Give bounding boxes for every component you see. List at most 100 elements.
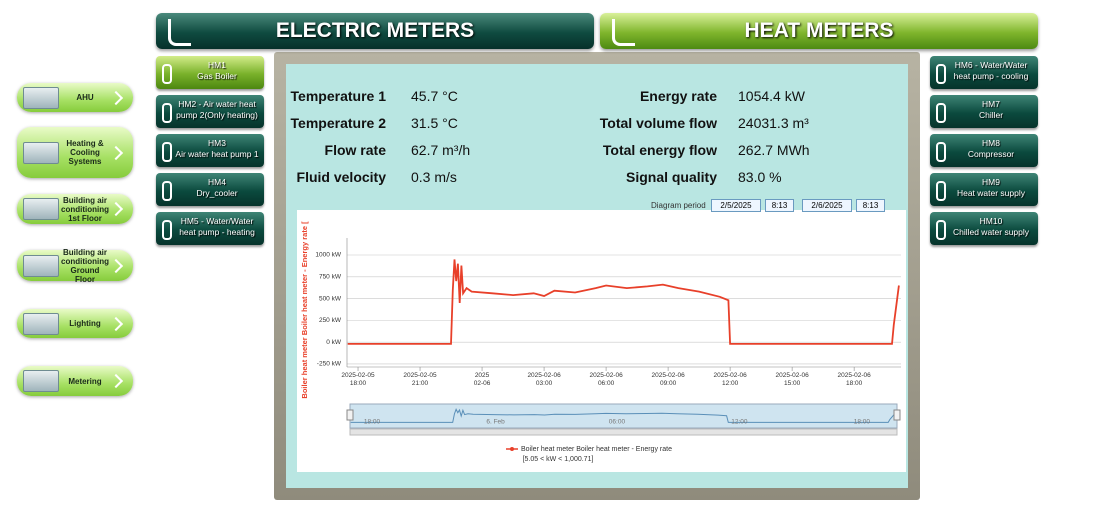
meter-icon: [936, 142, 946, 162]
meter-label: Gas Boiler: [197, 71, 237, 81]
date-input[interactable]: 8:13: [856, 199, 885, 212]
meter-icon: [936, 220, 946, 240]
y-tick-label: 1000 kW: [315, 252, 342, 259]
meter-label: Chiller: [978, 110, 1004, 120]
reading-label: Energy rate: [639, 88, 717, 104]
nav-arrow: [108, 373, 124, 389]
meter-label: Compressor: [967, 149, 1015, 159]
nav-label: Building air conditioning 1st Floor: [61, 195, 109, 223]
nav-button[interactable]: Building air conditioning Ground Floor: [17, 248, 133, 284]
tab-icon: [168, 19, 191, 46]
meter-label: Chilled water supply: [952, 227, 1030, 237]
meter-id: HM7: [982, 99, 1000, 109]
tab-icon: [612, 19, 635, 46]
date-input[interactable]: 2/6/2025: [802, 199, 852, 212]
x-tick-label: 2025-02-06 15:00: [775, 372, 809, 387]
nav-button[interactable]: Metering: [17, 366, 133, 396]
nav-label: AHU: [76, 93, 94, 102]
meter-label: Dry_cooler: [196, 188, 238, 198]
nav-arrow: [108, 201, 124, 217]
meter-button[interactable]: HM1 Gas Boiler: [156, 56, 264, 89]
meter-icon: [162, 103, 172, 123]
tab[interactable]: HEAT METERS: [600, 13, 1038, 49]
x-tick-label: 2025-02-05 21:00: [403, 372, 437, 387]
x-tick-label: 2025-02-06 12:00: [713, 372, 747, 387]
meter-button[interactable]: HM6 - Water/Water heat pump - cooling: [930, 56, 1038, 89]
legend-range: [5.05 < kW < 1,000.71]: [523, 456, 594, 463]
reading-label: Flow rate: [324, 142, 386, 158]
nav-icon: [23, 312, 59, 335]
nav-button[interactable]: Heating & Cooling Systems: [17, 127, 133, 178]
nav-button[interactable]: AHU: [17, 83, 133, 112]
x-tick-label: 2025-02-06 06:00: [589, 372, 623, 387]
nav-label: Metering: [68, 376, 102, 386]
meter-id: HM9: [982, 177, 1000, 187]
navigator-label: 18:00: [364, 419, 381, 426]
nav-icon: [23, 198, 59, 220]
meter-id: HM5 - Water/Water: [180, 216, 254, 226]
y-tick-label: -250 kW: [317, 361, 342, 368]
meter-id: HM10: [979, 216, 1003, 226]
meter-button[interactable]: HM2 - Air water heat pump 2(Only heating): [156, 95, 264, 128]
meter-button[interactable]: HM8 Compressor: [930, 134, 1038, 167]
date-input[interactable]: 8:13: [765, 199, 794, 212]
meter-button[interactable]: HM9 Heat water supply: [930, 173, 1038, 206]
meter-label: pump 2(Only heating): [176, 110, 258, 120]
reading-label: Fluid velocity: [296, 169, 386, 185]
x-tick-label: 2025 02-06: [473, 372, 491, 387]
meter-label: heat pump - heating: [179, 227, 255, 237]
meter-button[interactable]: HM10 Chilled water supply: [930, 212, 1038, 245]
reading-label: Temperature 1: [290, 88, 386, 104]
meter-id: HM4: [208, 177, 226, 187]
meter-icon: [162, 142, 172, 162]
x-tick-label: 2025-02-06 18:00: [837, 372, 871, 387]
nav-icon: [23, 86, 59, 109]
legend-marker: [510, 447, 514, 451]
meter-id: HM3: [208, 138, 226, 148]
tab-label: ELECTRIC METERS: [275, 19, 475, 42]
reading-value: 262.7 MWh: [738, 142, 810, 158]
tab[interactable]: ELECTRIC METERS: [156, 13, 594, 49]
meter-id: HM8: [982, 138, 1000, 148]
reading-value: 1054.4 kW: [738, 88, 805, 104]
meter-id: HM1: [208, 60, 226, 70]
meter-button[interactable]: HM5 - Water/Water heat pump - heating: [156, 212, 264, 245]
nav-label: Lighting: [69, 319, 101, 328]
reading-value: 83.0 %: [738, 169, 782, 185]
reading-value: 31.5 °C: [411, 115, 458, 131]
nav-arrow: [108, 316, 124, 331]
scrollbar: [349, 428, 898, 436]
nav-icon: [23, 370, 59, 392]
nav-arrow: [108, 90, 124, 105]
meter-label: Air water heat pump 1: [175, 149, 259, 159]
reading-value: 62.7 m³/h: [411, 142, 471, 158]
meter-button[interactable]: HM3 Air water heat pump 1: [156, 134, 264, 167]
reading-value: 24031.3 m³: [738, 115, 809, 131]
x-tick-label: 2025-02-05 18:00: [341, 372, 375, 387]
y-tick-label: 750 kW: [319, 274, 342, 281]
nav-icon: [23, 254, 59, 277]
reading-label: Signal quality: [625, 169, 717, 185]
date-input[interactable]: 2/5/2025: [711, 199, 761, 212]
series-line: [347, 259, 900, 345]
reading-label: Temperature 2: [290, 115, 386, 131]
y-tick-label: 250 kW: [319, 317, 342, 324]
legend-label: Boiler heat meter Boiler heat meter - En…: [521, 446, 672, 453]
nav-button[interactable]: Lighting: [17, 309, 133, 338]
navigator-label: 06:00: [609, 419, 626, 426]
navigator-label: 12:00: [731, 419, 748, 426]
meter-icon: [162, 64, 172, 84]
nav-button[interactable]: Building air conditioning 1st Floor: [17, 194, 133, 224]
meter-id: HM2 - Air water heat: [178, 99, 256, 109]
x-tick-label: 2025-02-06 09:00: [651, 372, 685, 387]
meter-label: heat pump - cooling: [953, 71, 1029, 81]
y-tick-label: 500 kW: [319, 295, 342, 302]
meter-button[interactable]: HM4 Dry_cooler: [156, 173, 264, 206]
tab-label: HEAT METERS: [744, 19, 894, 42]
meter-button[interactable]: HM7 Chiller: [930, 95, 1038, 128]
navigator: [349, 403, 898, 429]
x-tick-label: 2025-02-06 03:00: [527, 372, 561, 387]
meter-id: HM6 - Water/Water: [954, 60, 1028, 70]
